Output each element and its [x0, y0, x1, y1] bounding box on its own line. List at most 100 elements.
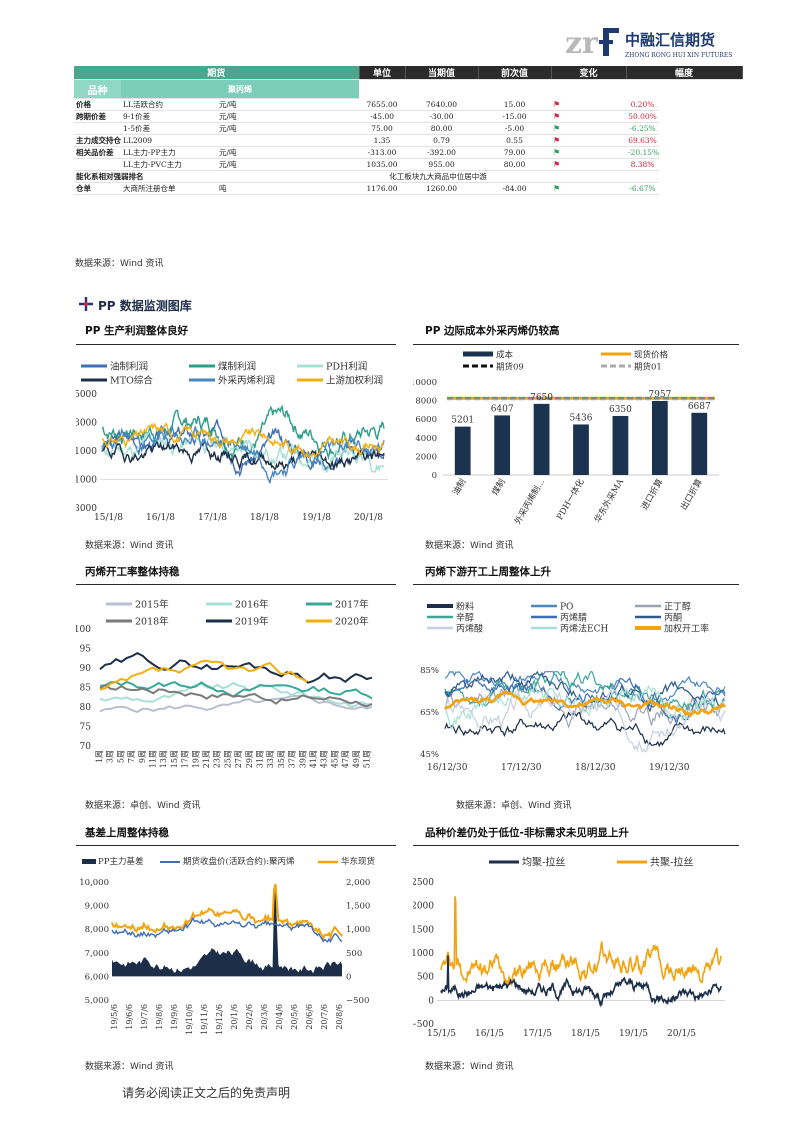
row-label: 相关品价差 [74, 146, 121, 159]
row-item: 大商所注册仓单 [121, 182, 217, 195]
chart3-title: 丙烯开工率整体持稳 [85, 566, 180, 578]
y-tick-label: −1000 [76, 476, 97, 486]
x-tick-label: 23周 [213, 750, 222, 768]
series-line [99, 681, 373, 708]
legend-label: 加权开工率 [664, 623, 709, 635]
y-tick-label: 70 [80, 742, 92, 752]
y-tick-label: 6,000 [85, 972, 109, 982]
x-tick-label: 17/1/8 [198, 513, 227, 523]
legend-label: PDH利润 [326, 361, 367, 373]
chart4-source: 数据来源：卓创、Wind 资讯 [456, 801, 572, 811]
row-unit: 元/吨 [217, 122, 360, 135]
legend-label: 丙烯腈 [560, 612, 587, 624]
table-row: LL主力-PVC主力 元/吨 1035.00 955.00 80.00 ⚑ 8.38% [74, 158, 742, 171]
x-tick-label: 37周 [288, 750, 297, 768]
x-tick-label: 33周 [266, 750, 275, 768]
row-previous: 0.79 [405, 134, 479, 147]
legend-label: 煤制利润 [218, 361, 256, 373]
x-tick-label: 油制 [450, 477, 468, 497]
x-tick-label: 21周 [202, 750, 211, 768]
header-previous: 前次值 [478, 66, 552, 80]
svg-text:zr: zr [565, 26, 599, 61]
cost-bar [573, 424, 589, 475]
row-change: 15.00 [478, 98, 552, 111]
profit-chart: 油制利润 煤制利润 PDH利润 MTO综合 外采丙烯利润 上游加权利润 5000 3000 10… [76, 361, 388, 523]
x-tick-label: 华东外采MA [592, 476, 626, 525]
x-tick-label: 19/9/6 [170, 1004, 179, 1030]
legend-swatch [82, 859, 96, 864]
row-previous: 1260.00 [405, 182, 479, 195]
y2-tick-label: 2,000 [346, 878, 370, 888]
row-change: 79.00 [478, 146, 552, 159]
y2-tick-label: 1,500 [346, 902, 370, 912]
x-tick-label: 19/7/6 [140, 1004, 149, 1030]
x-tick-label: 进口折算 [639, 477, 666, 512]
y-tick-label: 10,000 [79, 878, 109, 888]
spread-chart: 均聚-拉丝 共聚-拉丝 2500 2000 1500 1000 500 0 −50015/1/5… [413, 856, 725, 1039]
series-line [111, 916, 343, 944]
series-line [101, 422, 385, 459]
row-current: 75.00 [359, 122, 406, 135]
x-tick-label: 20/8/6 [335, 1004, 344, 1030]
cost-bar [691, 412, 708, 475]
bar-value-label: 6687 [688, 402, 711, 412]
y-tick-label: 5000 [76, 390, 97, 400]
divider [413, 845, 739, 846]
table-row: 跨期价差 9-1价差 元/吨 -45.00 -30.00 -15.00 ⚑ 50.00% [74, 110, 742, 123]
green-flag-icon: ⚑ [551, 182, 627, 195]
disclaimer-footer: 请务必阅读正文之后的免责声明 [122, 1086, 291, 1100]
x-tick-label: 19/6/6 [125, 1004, 134, 1030]
y2-tick-label: 0 [346, 972, 351, 982]
y2-tick-label: 1,000 [346, 925, 370, 935]
bar-value-label: 7957 [648, 390, 671, 400]
x-tick-label: 19/1/5 [619, 1029, 648, 1039]
x-tick-label: 3周 [106, 750, 115, 763]
green-flag-icon: ⚑ [551, 122, 627, 135]
y-tick-label: 1500 [413, 925, 434, 935]
header-amplitude: 幅度 [626, 66, 743, 80]
legend-label: 成本 [496, 350, 514, 361]
x-tick-label: 25周 [223, 750, 232, 768]
legend-label: 期货01 [634, 362, 662, 373]
row-amplitude: 8.38% [626, 158, 660, 171]
row-label: 主力成交持仓比 [74, 134, 121, 147]
x-tick-label: 29周 [245, 750, 254, 768]
cost-bar [533, 403, 550, 475]
row-previous: 7640.00 [405, 98, 479, 111]
row-item: LL主力-PP主力 [121, 146, 217, 159]
legend-label: 2016年 [235, 599, 269, 611]
series-line [99, 659, 308, 691]
cost-bar [454, 426, 471, 475]
legend-label: 2020年 [335, 616, 369, 628]
x-tick-label: 5周 [116, 750, 125, 763]
x-tick-label: 20/3/6 [260, 1004, 269, 1030]
row-item: 1-5价差 [121, 122, 217, 135]
legend-label: 期货09 [496, 362, 524, 373]
divider [76, 845, 396, 846]
x-tick-label: 47周 [341, 750, 350, 768]
y-tick-label: 7,000 [85, 949, 109, 959]
series-line [444, 677, 726, 725]
row-label [74, 122, 121, 135]
divider [413, 584, 739, 585]
x-tick-label: 19/1/8 [302, 513, 331, 523]
chart5-source: 数据来源：Wind 资讯 [85, 1062, 174, 1072]
series-line [440, 896, 722, 987]
row-label: 能化系相对强弱排名 [74, 170, 217, 183]
row-amplitude: 50.00% [626, 110, 660, 123]
x-tick-label: 45周 [330, 750, 339, 768]
row-change: -5.00 [478, 122, 552, 135]
header-main: 期货 [74, 66, 360, 80]
legend-label: 期货收盘价(活跃合约):聚丙烯 [183, 856, 295, 867]
header-current: 当期值 [405, 66, 479, 80]
x-tick-label: 51周 [363, 750, 372, 768]
category-cell: 品种 [74, 79, 121, 99]
row-unit [217, 134, 360, 147]
y-tick-label: 8000 [415, 397, 437, 407]
y-tick-label: 80 [80, 703, 92, 713]
chart4-title: 丙烯下游开工上周整体上升 [425, 566, 551, 578]
y-tick-label: 2000 [415, 452, 437, 462]
